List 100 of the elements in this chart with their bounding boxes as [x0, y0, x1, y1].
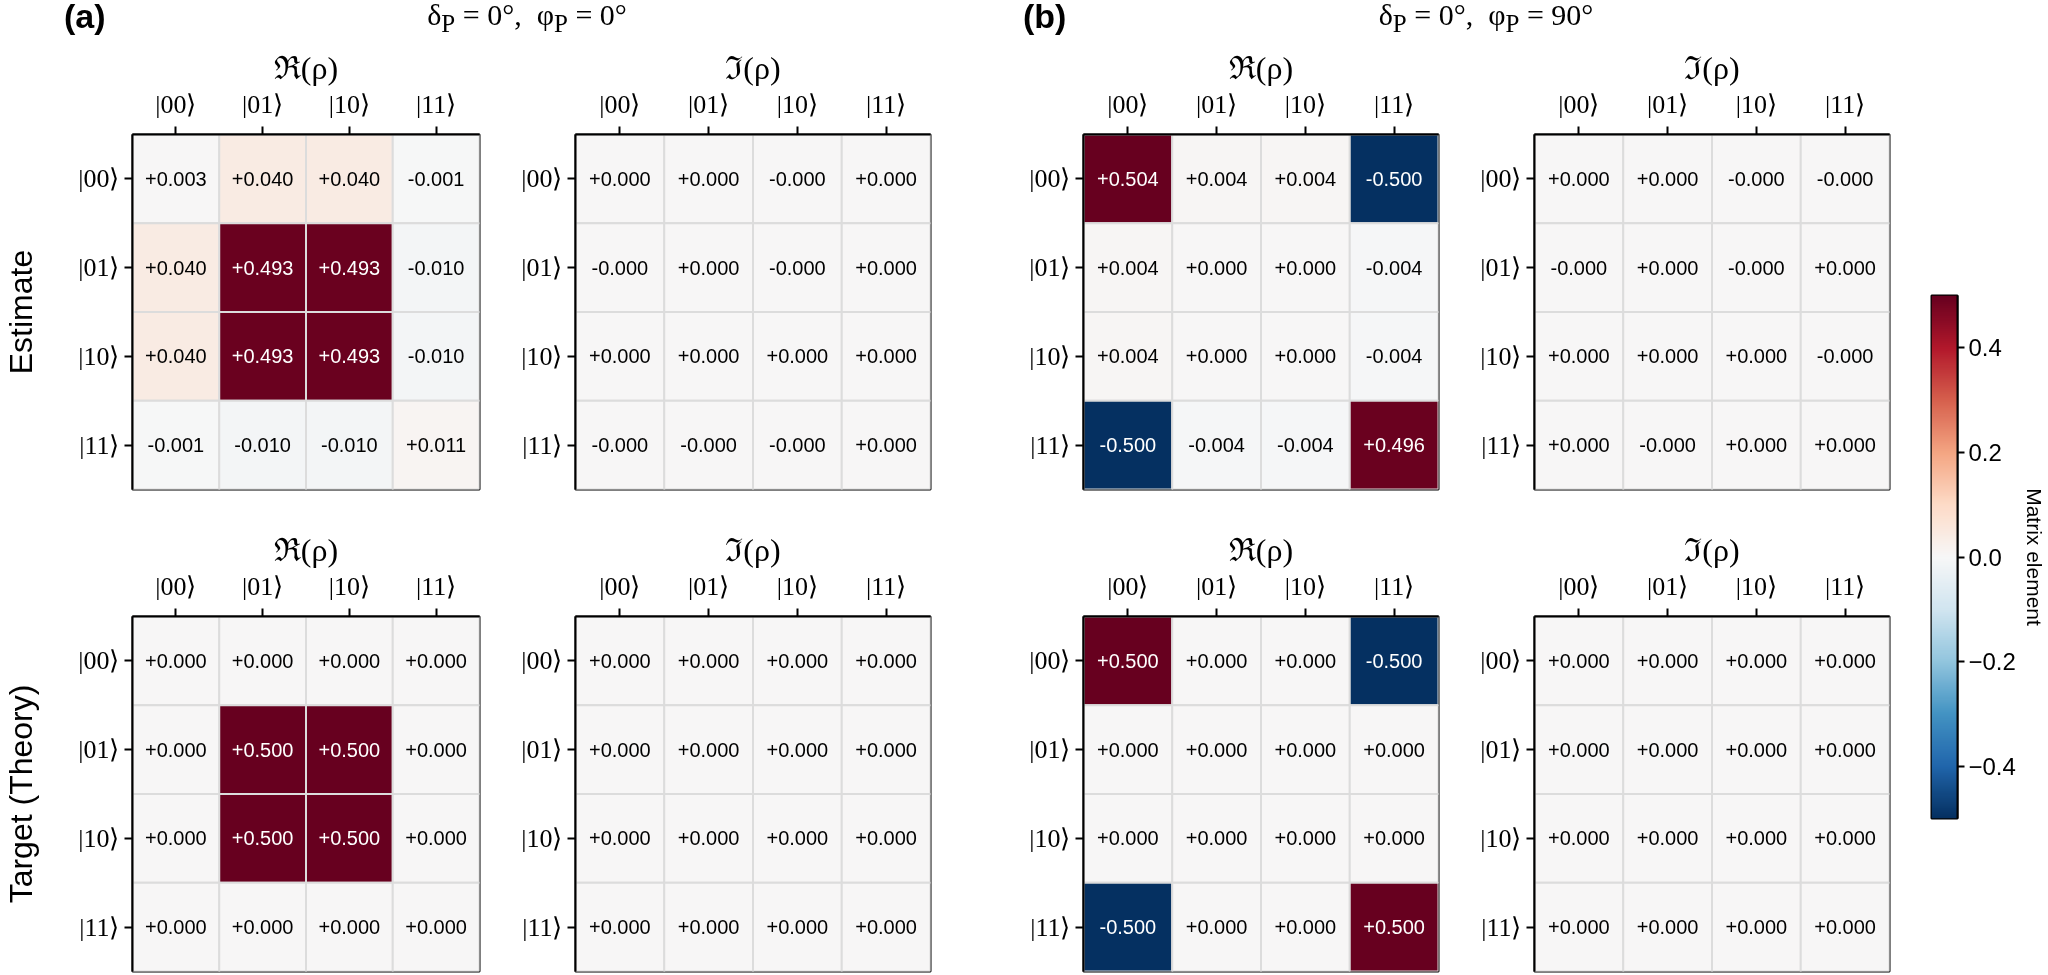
x-tick-label: |01⟩	[688, 89, 730, 119]
data-label: +0.493	[231, 256, 294, 279]
data-label: +0.493	[318, 256, 381, 279]
data-label: +0.000	[855, 916, 917, 939]
y-tick-label: |00⟩	[1029, 646, 1071, 676]
text: δ$_{P}$ = 0°, φ$_{P}$ = 90°	[1378, 0, 1594, 39]
y-tick-label: |00⟩	[1029, 164, 1071, 194]
data-label: +0.000	[589, 345, 651, 368]
color-bar-label: −0.4	[1968, 752, 2016, 780]
data-label: +0.000	[1185, 345, 1248, 368]
data-label: +0.000	[1274, 345, 1337, 368]
data-label: -0.500	[1099, 916, 1157, 939]
data-label: +0.000	[1548, 345, 1610, 368]
data-label: +0.000	[1185, 256, 1248, 279]
x-tick-label: |11⟩	[866, 571, 907, 601]
data-label: +0.000	[405, 738, 467, 761]
data-label: +0.004	[1274, 167, 1337, 190]
data-label: +0.000	[1548, 434, 1610, 457]
data-label: +0.000	[855, 434, 917, 457]
x-tick-label: |01⟩	[1196, 571, 1238, 601]
data-label: +0.000	[1636, 167, 1699, 190]
data-label: +0.000	[1548, 827, 1610, 850]
x-tick-label: |01⟩	[1647, 89, 1689, 119]
x-tick-label: |00⟩	[599, 571, 641, 601]
data-label: +0.000	[1548, 738, 1610, 761]
data-label: +0.000	[145, 649, 207, 672]
y-tick-label: |01⟩	[1480, 253, 1522, 283]
data-label: +0.000	[1185, 738, 1248, 761]
x-tick-label: |11⟩	[1374, 89, 1415, 119]
color-bar-label: 0.0	[1968, 543, 2002, 571]
y-tick-label: |00⟩	[521, 164, 563, 194]
data-label: +0.000	[145, 827, 207, 850]
x-tick-label: |11⟩	[416, 89, 457, 119]
data-label: -0.500	[1365, 167, 1423, 190]
x-tick-label: |10⟩	[328, 571, 370, 601]
x-tick-label: |01⟩	[242, 89, 284, 119]
y-tick-label: |01⟩	[78, 253, 120, 283]
x-tick-label: |11⟩	[416, 571, 457, 601]
y-tick-label: |00⟩	[521, 646, 563, 676]
x-tick-label: |11⟩	[866, 89, 907, 119]
data-label: +0.000	[318, 649, 381, 672]
data-label: +0.000	[589, 738, 651, 761]
data-label: +0.000	[1274, 827, 1337, 850]
y-tick-label: |11⟩	[1481, 912, 1522, 942]
y-axis-title: Target (Theory)	[3, 684, 40, 904]
data-label: +0.000	[1636, 649, 1699, 672]
data-label: +0.004	[1097, 256, 1159, 279]
data-label: +0.000	[1548, 916, 1610, 939]
x-tick-label: |00⟩	[1558, 89, 1600, 119]
data-label: -0.004	[1188, 434, 1245, 457]
data-label: +0.000	[677, 256, 740, 279]
data-label: +0.000	[1185, 649, 1248, 672]
data-label: +0.000	[1725, 916, 1788, 939]
data-label: +0.040	[145, 345, 207, 368]
y-tick-label: |11⟩	[522, 912, 563, 942]
data-label: -0.004	[1365, 256, 1423, 279]
data-label: -0.004	[1365, 345, 1423, 368]
color-bar-label: 0.4	[1968, 334, 2002, 362]
y-tick-label: |11⟩	[1030, 430, 1071, 460]
y-tick-label: |10⟩	[1480, 341, 1522, 371]
data-label: +0.500	[1363, 916, 1425, 939]
data-label: +0.004	[1097, 345, 1159, 368]
text: δ$_{P}$ = 0°, φ$_{P}$ = 0°	[427, 0, 627, 39]
data-label: -0.010	[407, 256, 465, 279]
data-label: -0.000	[1816, 345, 1874, 368]
y-tick-label: |10⟩	[1480, 823, 1522, 853]
data-label: +0.000	[318, 916, 381, 939]
data-label: +0.000	[855, 827, 917, 850]
data-label: +0.000	[1636, 916, 1699, 939]
data-label: +0.000	[855, 738, 917, 761]
y-tick-label: |00⟩	[1480, 646, 1522, 676]
y-tick-label: |10⟩	[521, 341, 563, 371]
data-label: +0.504	[1097, 167, 1159, 190]
data-label: -0.500	[1099, 434, 1157, 457]
data-label: +0.000	[145, 916, 207, 939]
chart-title: ℑ(ρ)	[725, 531, 781, 568]
data-label: +0.000	[231, 916, 294, 939]
data-label: -0.000	[1550, 256, 1608, 279]
x-tick-label: |00⟩	[155, 89, 197, 119]
data-label: +0.500	[318, 827, 381, 850]
text: (a)	[64, 0, 106, 37]
y-tick-label: |10⟩	[78, 341, 120, 371]
data-label: +0.000	[766, 738, 829, 761]
data-label: +0.000	[1725, 827, 1788, 850]
x-tick-label: |10⟩	[1735, 89, 1777, 119]
data-label: +0.000	[589, 827, 651, 850]
x-tick-label: |11⟩	[1825, 571, 1866, 601]
data-label: +0.000	[677, 649, 740, 672]
data-label: -0.000	[680, 434, 737, 457]
x-tick-label: |10⟩	[1284, 89, 1326, 119]
y-tick-label: |00⟩	[78, 164, 120, 194]
x-tick-label: |11⟩	[1374, 571, 1415, 601]
chart-title: ℜ(ρ)	[273, 531, 339, 568]
data-label: +0.000	[766, 649, 829, 672]
data-label: +0.000	[766, 345, 829, 368]
data-label: +0.000	[1636, 345, 1699, 368]
y-tick-label: |01⟩	[521, 735, 563, 765]
x-tick-label: |00⟩	[599, 89, 641, 119]
data-label: +0.000	[1636, 827, 1699, 850]
data-label: +0.000	[677, 916, 740, 939]
